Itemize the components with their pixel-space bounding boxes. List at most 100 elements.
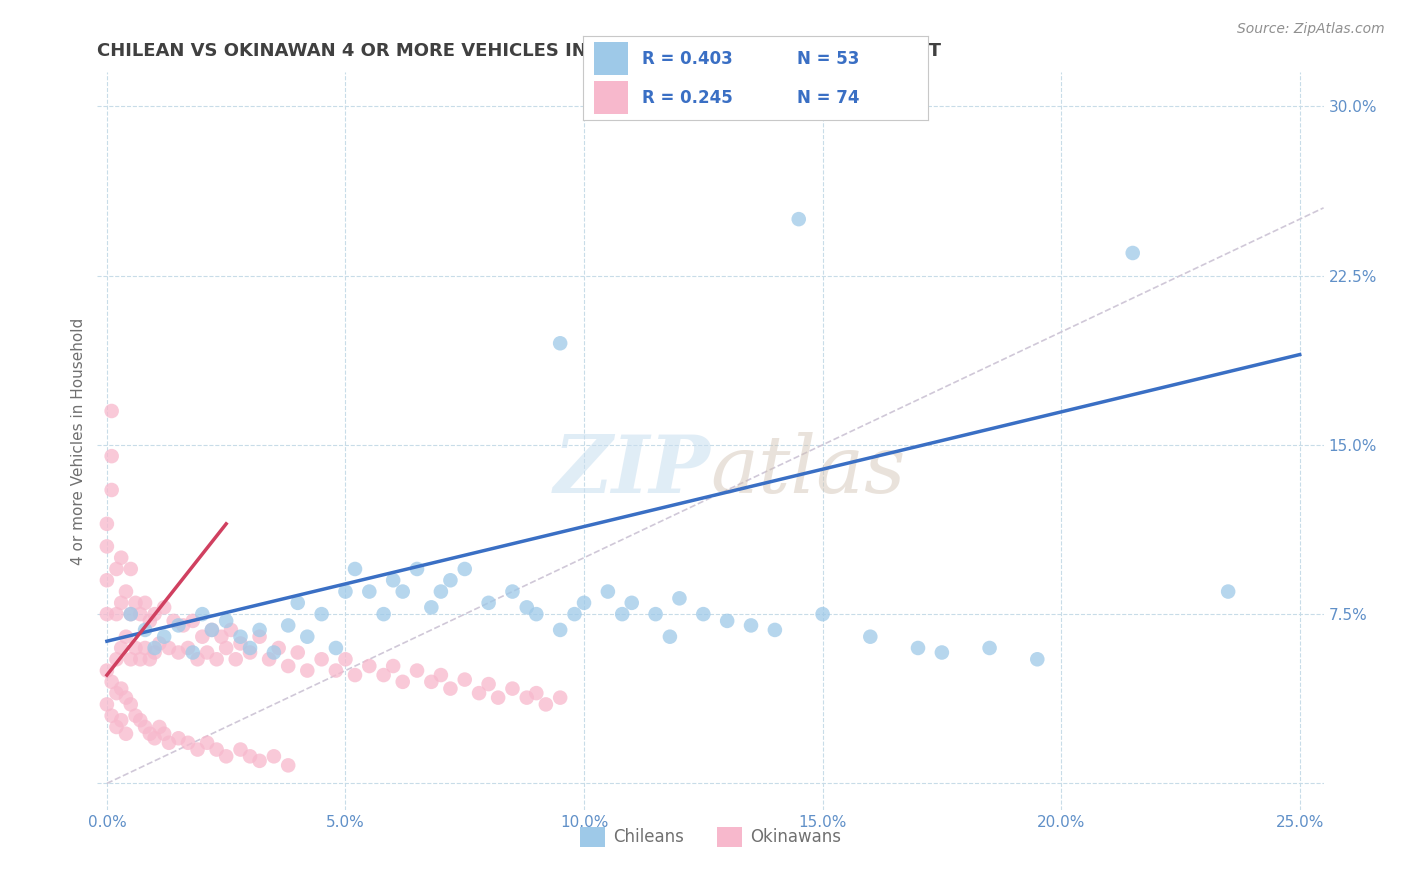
Point (115, 690, 138, 705)
Point (163, 614, 186, 628)
Point (96, 698, 118, 712)
Point (172, 618, 194, 632)
Point (229, 636, 252, 650)
FancyBboxPatch shape (593, 43, 628, 75)
Text: N = 74: N = 74 (797, 88, 859, 106)
Point (195, 646, 218, 660)
Point (548, 336, 571, 351)
Point (143, 607, 166, 621)
Point (115, 727, 138, 741)
Point (277, 758, 299, 772)
Text: ZIP: ZIP (554, 433, 710, 509)
Point (153, 630, 176, 644)
Point (148, 636, 170, 650)
Point (143, 646, 166, 660)
Point (215, 614, 238, 628)
Point (143, 731, 166, 746)
Point (343, 668, 366, 682)
Point (287, 646, 309, 660)
Point (120, 607, 142, 621)
Point (105, 686, 128, 700)
Point (501, 681, 523, 696)
Point (110, 596, 132, 610)
Point (430, 668, 453, 682)
Point (181, 614, 204, 628)
Point (120, 698, 142, 712)
Point (430, 584, 453, 599)
Point (239, 646, 262, 660)
Point (124, 708, 146, 723)
Point (249, 623, 271, 637)
Point (343, 562, 366, 576)
Point (572, 596, 595, 610)
Text: R = 0.245: R = 0.245 (643, 88, 733, 106)
Point (187, 742, 209, 756)
Text: N = 53: N = 53 (797, 50, 859, 68)
Point (249, 754, 271, 768)
Point (239, 640, 262, 655)
Point (612, 607, 634, 621)
Point (297, 664, 319, 678)
Point (454, 562, 477, 576)
Point (167, 731, 190, 746)
Point (134, 623, 156, 637)
Point (335, 652, 357, 666)
Point (420, 600, 443, 615)
Point (311, 607, 333, 621)
Point (110, 550, 132, 565)
Point (201, 623, 224, 637)
Point (373, 607, 395, 621)
Point (979, 640, 1001, 655)
Point (153, 727, 176, 741)
Point (100, 674, 122, 689)
Point (134, 640, 156, 655)
Point (325, 664, 347, 678)
Point (439, 574, 461, 588)
Point (1218, 584, 1240, 599)
Point (139, 727, 162, 741)
Point (325, 640, 347, 655)
Point (277, 618, 299, 632)
Point (229, 742, 252, 756)
Point (859, 630, 882, 644)
Point (96, 540, 118, 554)
Point (516, 690, 538, 705)
Point (115, 584, 138, 599)
Point (668, 591, 690, 606)
Point (110, 640, 132, 655)
Point (100, 404, 122, 418)
Point (96, 664, 118, 678)
Point (658, 630, 681, 644)
Point (157, 736, 180, 750)
Point (100, 483, 122, 497)
Point (177, 640, 200, 655)
Point (110, 713, 132, 727)
Point (297, 630, 319, 644)
Point (787, 212, 810, 227)
Point (644, 607, 666, 621)
Text: atlas: atlas (710, 433, 905, 509)
Point (100, 708, 122, 723)
Point (263, 749, 285, 764)
Point (105, 562, 128, 576)
Point (139, 652, 162, 666)
Point (516, 600, 538, 615)
Point (740, 618, 762, 632)
Point (311, 652, 333, 666)
Point (620, 596, 643, 610)
Point (359, 659, 381, 673)
Point (105, 720, 128, 734)
Point (187, 652, 209, 666)
Point (478, 677, 501, 691)
Point (229, 630, 252, 644)
Point (534, 698, 557, 712)
Point (287, 596, 309, 610)
Point (391, 584, 413, 599)
Point (177, 736, 200, 750)
Point (382, 574, 405, 588)
Point (811, 607, 834, 621)
Point (215, 640, 238, 655)
Point (907, 640, 929, 655)
Point (406, 664, 429, 678)
Point (195, 736, 218, 750)
